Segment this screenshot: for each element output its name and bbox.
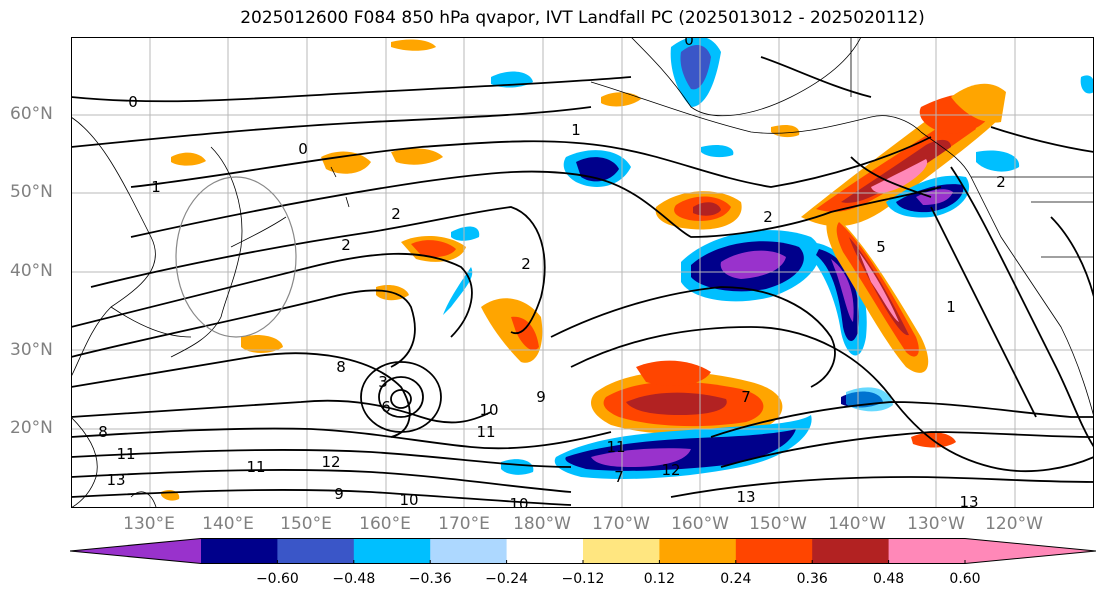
map-panel: 0 0 0 1 1 1 2 2 2 2 2 3 5 6 7 7 8 8 9 9 …: [71, 37, 1094, 508]
contour-label: 1: [151, 178, 161, 196]
colorbar-tick-label: −0.36: [408, 571, 452, 587]
contour-label: 1: [571, 121, 581, 139]
contour-label: 1: [946, 298, 956, 316]
colorbar-tick-label: 0.24: [720, 571, 752, 587]
contour-label: 6: [381, 398, 391, 416]
colorbar: [70, 538, 1096, 564]
lon-label: 130°W: [907, 514, 965, 534]
contour-label: 0: [684, 37, 694, 49]
colorbar-segment: [812, 538, 890, 564]
contour-label: 2: [391, 205, 401, 223]
contour-label: 8: [98, 423, 108, 441]
lon-label: 150°E: [280, 514, 332, 534]
colorbar-segment: [430, 538, 508, 564]
contour-label: 10: [399, 491, 418, 508]
colorbar-outline: [70, 538, 1096, 564]
colorbar-segment: [277, 538, 355, 564]
contour-label: 8: [336, 358, 346, 376]
contour-label: 2: [521, 255, 531, 273]
map-frame: [71, 37, 1094, 508]
colorbar-extend-low: [70, 538, 201, 564]
contour-label: 13: [959, 493, 978, 508]
contour-label: 2: [763, 208, 773, 226]
colorbar-segment: [735, 538, 813, 564]
lon-label: 150°W: [749, 514, 807, 534]
contour-label: 11: [116, 445, 135, 463]
colorbar-tick-label: 0.60: [949, 571, 981, 587]
contour-label: 11: [246, 458, 265, 476]
colorbar-segment: [659, 538, 737, 564]
lon-label: 140°E: [202, 514, 254, 534]
colorbar-tick-label: 0.36: [796, 571, 828, 587]
lat-label: 60°N: [10, 104, 53, 124]
contour-label: 10: [509, 495, 528, 508]
contour-label: 12: [661, 461, 680, 479]
contour-label: 9: [536, 388, 546, 406]
lat-label: 20°N: [10, 418, 53, 438]
contour-label: 13: [736, 488, 755, 506]
contour-label: 0: [298, 140, 308, 158]
lat-label: 50°N: [10, 182, 53, 202]
gridlines: [71, 37, 1094, 508]
lon-label: 160°W: [671, 514, 729, 534]
qvapor-shading: [161, 37, 1094, 501]
lat-label: 40°N: [10, 261, 53, 281]
colorbar-tick-label: −0.60: [255, 571, 299, 587]
contour-labels: 0 0 0 1 1 1 2 2 2 2 2 3 5 6 7 7 8 8 9 9 …: [98, 37, 1006, 508]
contour-label: 3: [378, 373, 388, 391]
contour-label: 10: [479, 401, 498, 419]
colorbar-segment: [583, 538, 660, 564]
contours: [71, 56, 1094, 506]
coastlines: [71, 37, 1094, 508]
contour-label: 13: [106, 471, 125, 489]
lon-label: 140°W: [828, 514, 886, 534]
contour-label: 9: [334, 485, 344, 503]
contour-label: 0: [128, 93, 138, 111]
contour-label: 2: [341, 236, 351, 254]
lon-label: 180°W: [513, 514, 571, 534]
lat-label: 30°N: [10, 340, 53, 360]
colorbar-tick-label: −0.24: [485, 571, 529, 587]
lon-label: 130°E: [123, 514, 175, 534]
colorbar-segment: [506, 538, 584, 564]
colorbar-segment: [888, 538, 966, 564]
colorbar-tick-label: −0.48: [332, 571, 376, 587]
lon-label: 160°E: [359, 514, 411, 534]
contour-label: 2: [996, 173, 1006, 191]
lon-label: 120°W: [985, 514, 1043, 534]
contour-label: 7: [614, 468, 624, 486]
contour-label: 12: [321, 453, 340, 471]
colorbar-segment: [353, 538, 431, 564]
colorbar-tick-label: 0.48: [873, 571, 905, 587]
plot-title: 2025012600 F084 850 hPa qvapor, IVT Land…: [240, 8, 925, 28]
contour-label: 11: [606, 438, 625, 456]
contour-label: 5: [876, 238, 886, 256]
contour-label: 7: [741, 388, 751, 406]
colorbar-tick-label: 0.12: [643, 571, 675, 587]
colorbar-tick-label: −0.12: [561, 571, 605, 587]
contour-label: 11: [476, 423, 495, 441]
lon-label: 170°E: [438, 514, 490, 534]
colorbar-segment: [201, 538, 278, 564]
lon-label: 170°W: [592, 514, 650, 534]
colorbar-extend-high: [965, 538, 1096, 564]
